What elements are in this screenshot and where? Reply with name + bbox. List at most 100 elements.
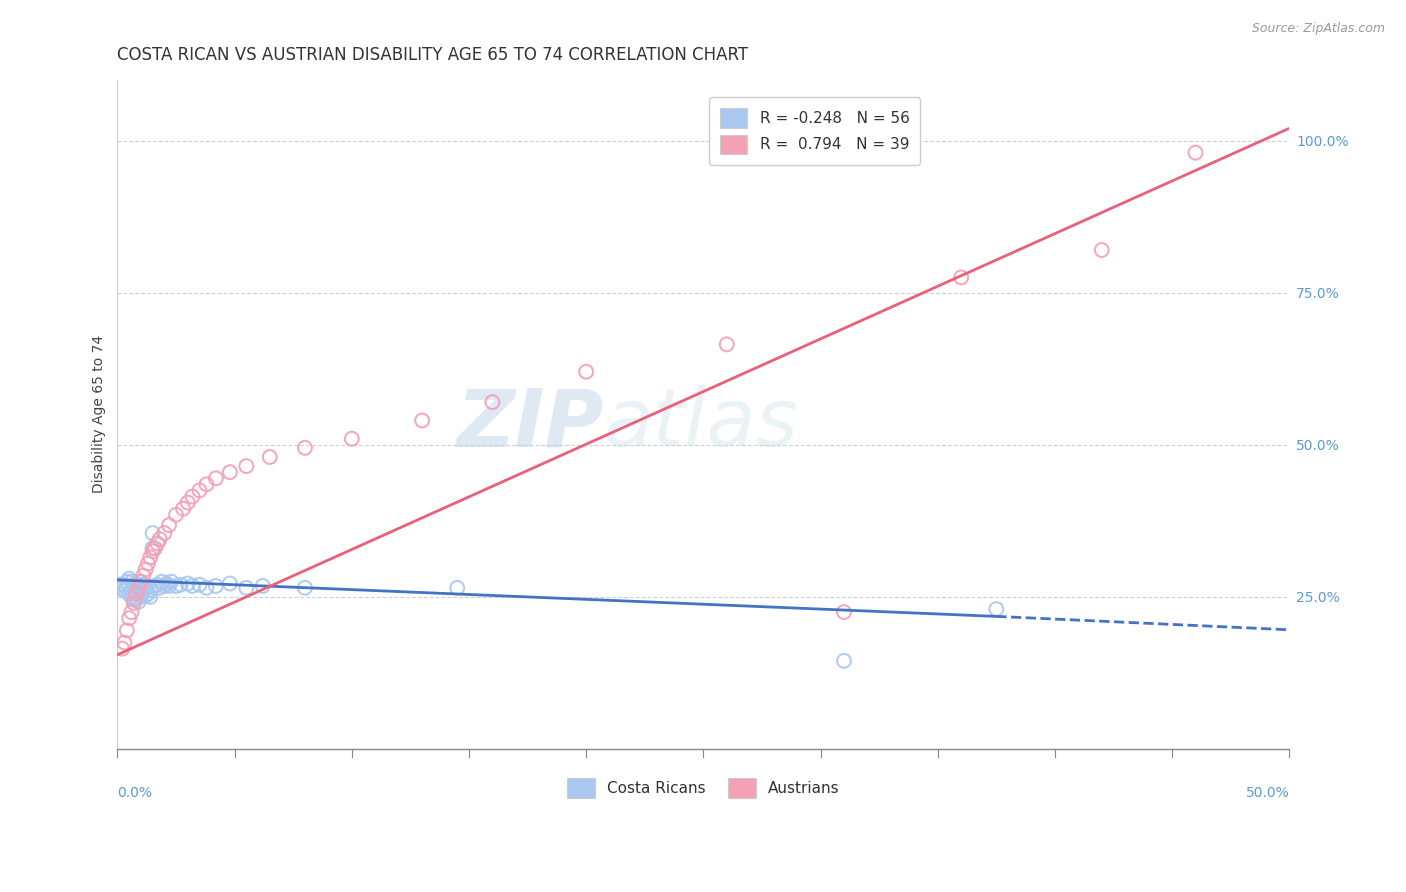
Point <box>132 568 155 582</box>
Point <box>446 581 468 595</box>
Point <box>135 581 157 595</box>
Point <box>139 582 162 597</box>
Text: ZIP: ZIP <box>457 385 603 464</box>
Point <box>165 579 187 593</box>
Point <box>252 579 274 593</box>
Point <box>122 596 145 610</box>
Y-axis label: Disability Age 65 to 74: Disability Age 65 to 74 <box>93 335 107 493</box>
Point <box>157 518 180 533</box>
Point <box>1184 145 1206 160</box>
Point <box>205 471 228 485</box>
Point <box>153 526 176 541</box>
Point <box>128 581 150 595</box>
Point <box>149 581 172 595</box>
Point <box>108 578 131 592</box>
Point <box>129 590 152 604</box>
Point <box>111 641 134 656</box>
Point <box>150 574 173 589</box>
Point <box>986 602 1008 616</box>
Point <box>832 605 855 619</box>
Point <box>122 585 145 599</box>
Point <box>129 582 152 597</box>
Point <box>142 526 165 541</box>
Point <box>235 581 257 595</box>
Point <box>157 579 180 593</box>
Text: COSTA RICAN VS AUSTRIAN DISABILITY AGE 65 TO 74 CORRELATION CHART: COSTA RICAN VS AUSTRIAN DISABILITY AGE 6… <box>118 46 748 64</box>
Point <box>118 587 141 601</box>
Point <box>121 590 143 604</box>
Point <box>188 483 211 498</box>
Legend: Costa Ricans, Austrians: Costa Ricans, Austrians <box>557 767 851 808</box>
Point <box>149 532 172 546</box>
Point <box>121 605 143 619</box>
Point <box>125 583 148 598</box>
Point <box>340 432 363 446</box>
Text: 0.0%: 0.0% <box>118 786 152 800</box>
Point <box>128 595 150 609</box>
Point <box>165 508 187 522</box>
Point <box>235 459 257 474</box>
Point <box>132 585 155 599</box>
Point <box>177 495 200 509</box>
Point <box>219 465 242 479</box>
Point <box>716 337 738 351</box>
Point <box>172 501 194 516</box>
Point <box>170 578 193 592</box>
Point <box>129 574 152 589</box>
Point <box>160 574 183 589</box>
Point <box>111 581 134 595</box>
Point <box>125 576 148 591</box>
Point <box>128 587 150 601</box>
Point <box>114 583 136 598</box>
Point <box>195 581 218 595</box>
Text: Source: ZipAtlas.com: Source: ZipAtlas.com <box>1251 22 1385 36</box>
Point <box>156 576 179 591</box>
Text: atlas: atlas <box>603 385 799 464</box>
Point <box>195 477 218 491</box>
Point <box>136 579 159 593</box>
Point <box>142 544 165 558</box>
Point <box>832 654 855 668</box>
Point <box>294 581 316 595</box>
Point <box>118 611 141 625</box>
Point <box>118 579 141 593</box>
Point <box>481 395 503 409</box>
Point <box>153 579 176 593</box>
Point <box>411 413 433 427</box>
Point <box>177 576 200 591</box>
Point <box>205 579 228 593</box>
Point <box>132 578 155 592</box>
Point <box>125 587 148 601</box>
Text: 50.0%: 50.0% <box>1246 786 1289 800</box>
Point <box>575 365 598 379</box>
Point <box>136 557 159 571</box>
Point <box>121 574 143 589</box>
Point <box>259 450 281 464</box>
Point <box>129 574 152 589</box>
Point <box>294 441 316 455</box>
Point <box>115 581 138 595</box>
Point <box>143 579 166 593</box>
Point <box>135 562 157 576</box>
Point <box>135 589 157 603</box>
Point <box>146 578 169 592</box>
Point <box>128 579 150 593</box>
Point <box>181 490 204 504</box>
Point <box>122 578 145 592</box>
Point <box>139 550 162 565</box>
Point <box>143 541 166 556</box>
Point <box>114 578 136 592</box>
Point <box>114 635 136 649</box>
Point <box>115 574 138 589</box>
Point <box>115 624 138 638</box>
Point <box>121 582 143 597</box>
Point <box>181 579 204 593</box>
Point <box>146 536 169 550</box>
Point <box>139 590 162 604</box>
Point <box>122 593 145 607</box>
Point <box>125 591 148 606</box>
Point <box>188 578 211 592</box>
Point <box>950 270 973 285</box>
Point <box>1091 243 1114 257</box>
Point <box>219 576 242 591</box>
